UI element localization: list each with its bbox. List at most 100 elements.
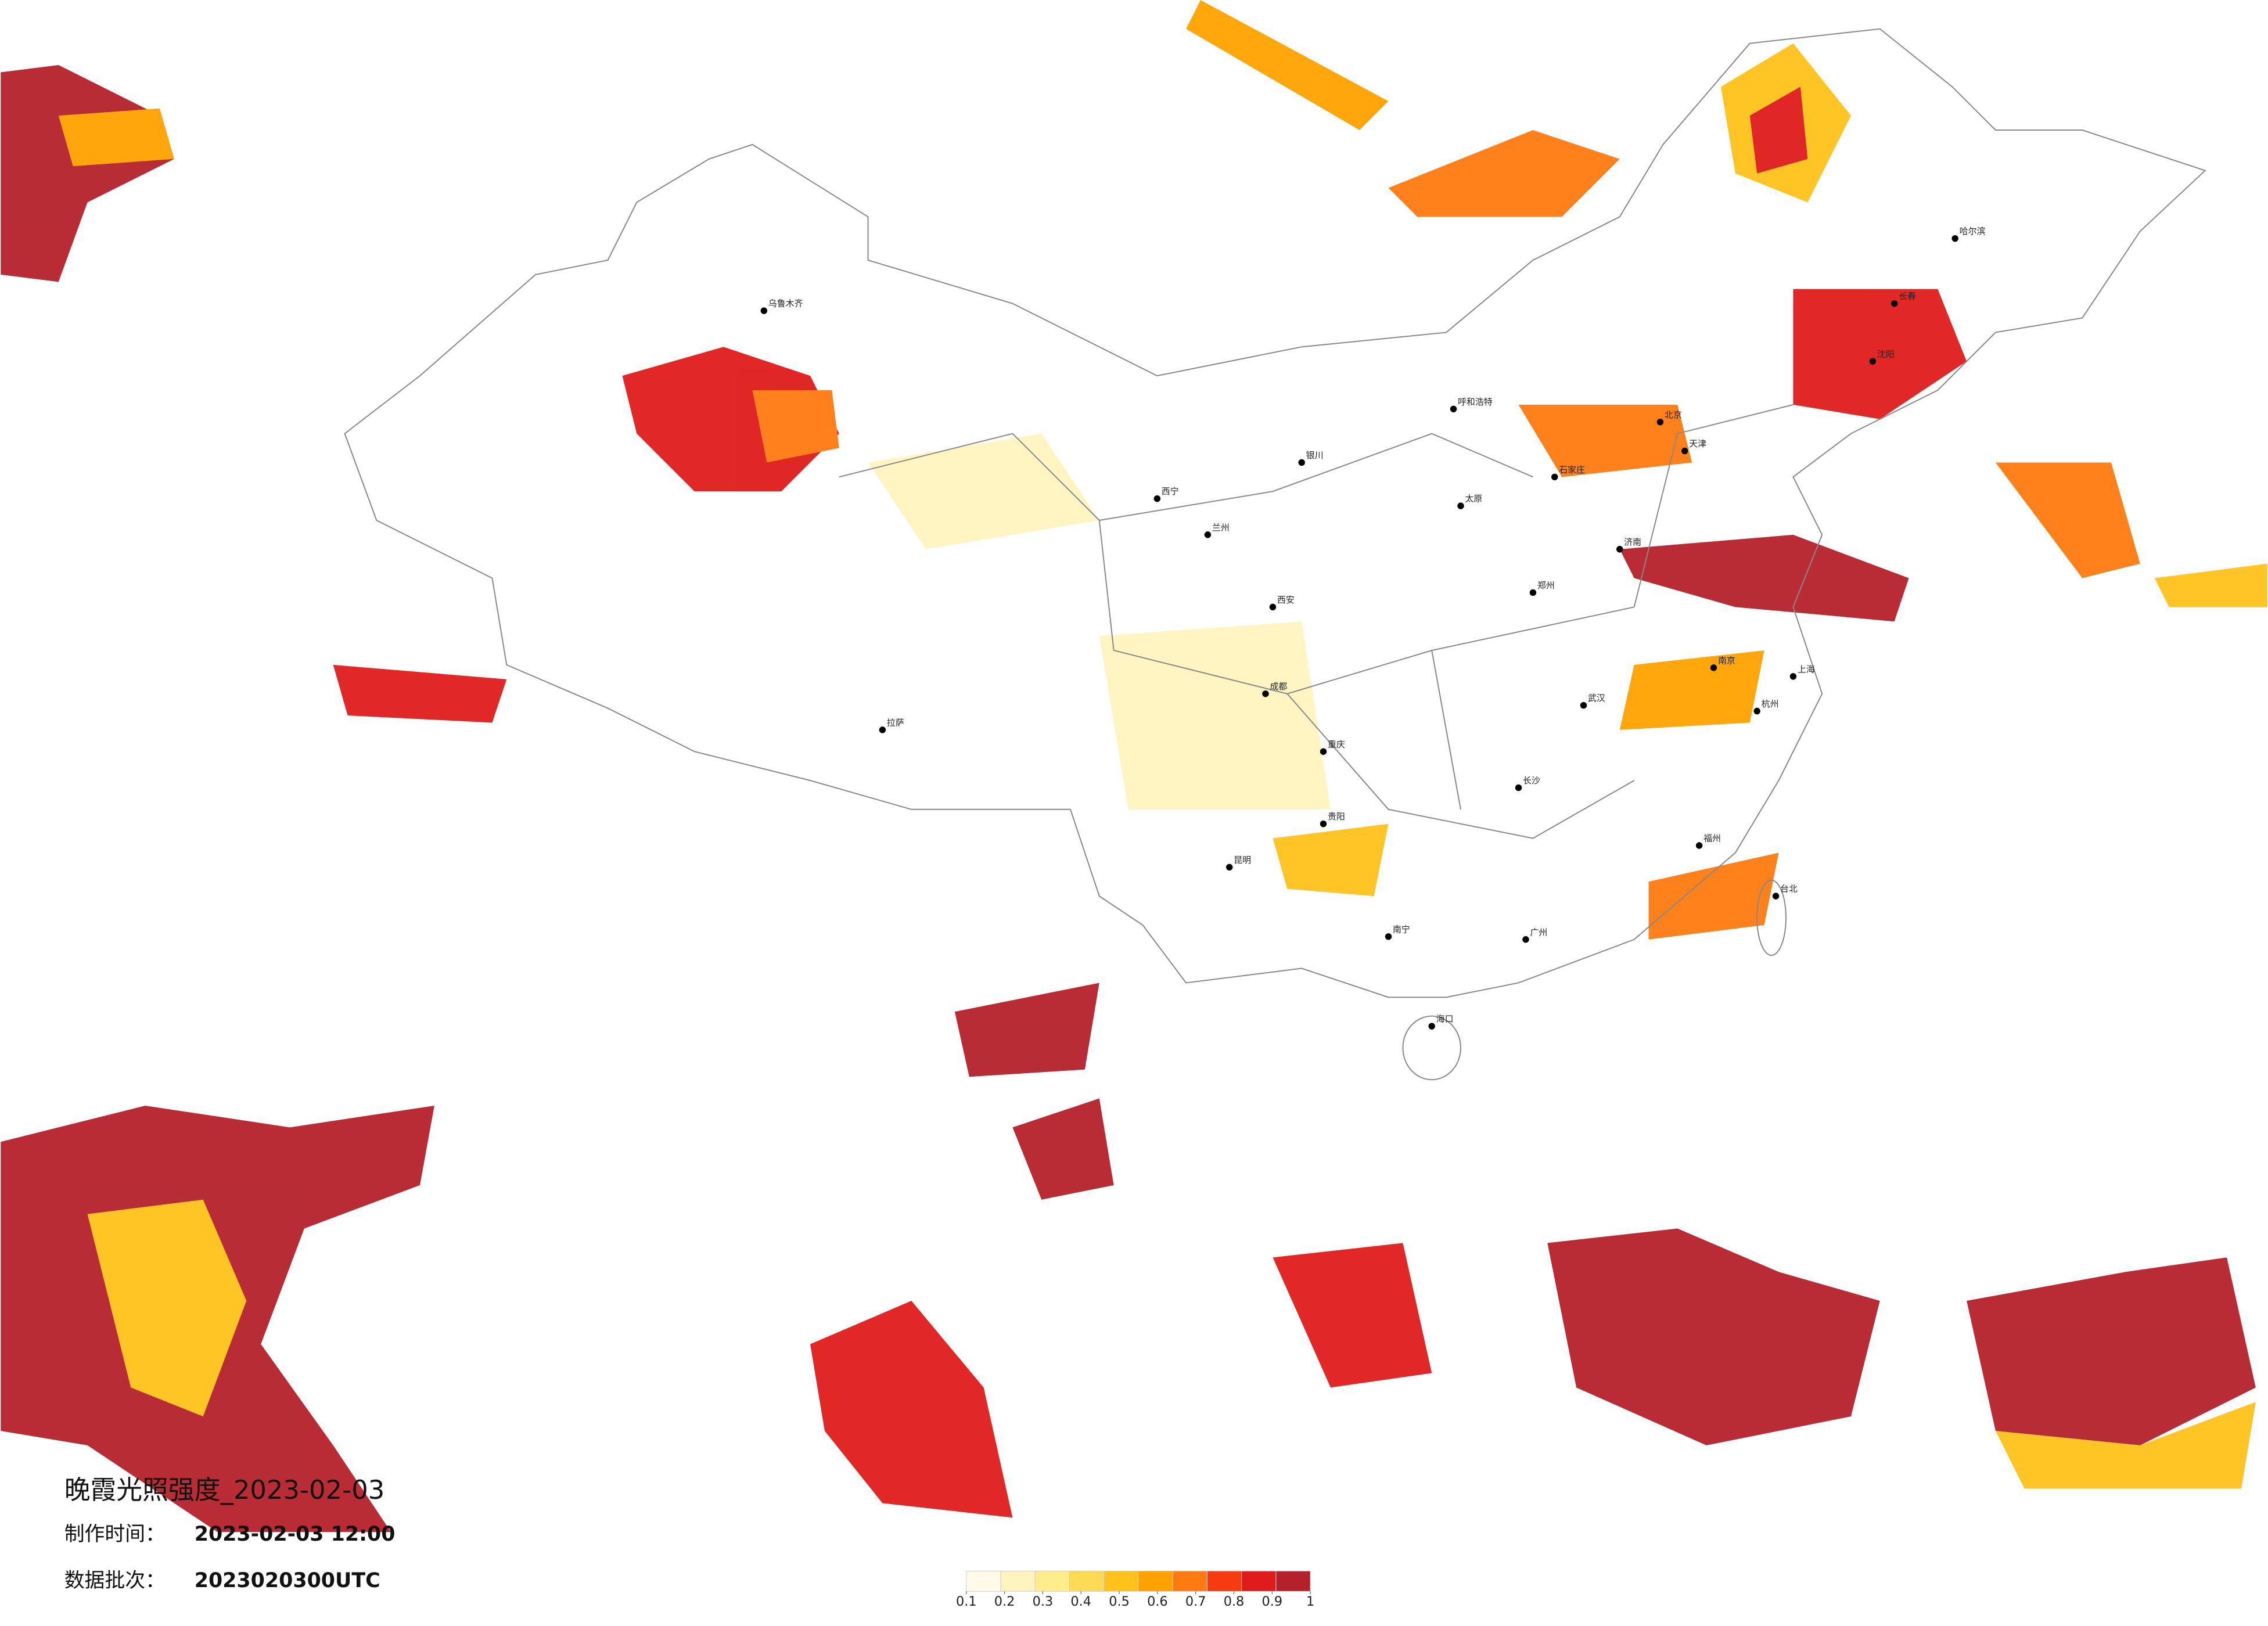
legend-tick-label: 0.9 — [1262, 1594, 1283, 1609]
city-label: 石家庄 — [1559, 465, 1585, 475]
legend-swatch — [1275, 1570, 1311, 1592]
made-label: 制作时间： — [64, 1523, 166, 1546]
city-label: 呼和浩特 — [1458, 397, 1493, 407]
city-label: 太原 — [1465, 494, 1482, 504]
batch-value: 2023020300UTC — [195, 1569, 380, 1592]
city-dot — [1515, 784, 1522, 792]
heat-blob — [1619, 534, 1909, 622]
heat-blob — [58, 108, 174, 167]
city-label: 重庆 — [1328, 739, 1345, 750]
legend-swatch — [1241, 1570, 1277, 1592]
heat-blob — [1099, 621, 1331, 810]
city-dot — [1656, 419, 1664, 426]
heat-blob — [87, 1199, 247, 1417]
borders — [344, 28, 2206, 1081]
city-label: 贵阳 — [1328, 811, 1345, 822]
heat-blob — [1388, 130, 1620, 217]
heat-blob — [1648, 852, 1779, 940]
city-label: 福州 — [1703, 833, 1721, 844]
legend-tick-label: 0.6 — [1147, 1594, 1168, 1609]
city-dot — [1681, 447, 1688, 455]
city-dot — [1153, 495, 1161, 502]
city-dot — [1457, 502, 1464, 509]
city-dot — [1428, 1023, 1435, 1030]
city-dot — [1298, 459, 1305, 466]
heat-blob — [1995, 1402, 2256, 1489]
city-dot — [1789, 673, 1797, 680]
city-dot — [1890, 300, 1898, 307]
heat-blob — [1186, 0, 1389, 130]
heat-blob — [752, 390, 839, 463]
city-label: 海口 — [1436, 1014, 1454, 1024]
legend-tick-label: 0.2 — [994, 1594, 1015, 1609]
city-dot — [1580, 702, 1587, 709]
city-dot — [1710, 664, 1717, 671]
city-label: 乌鲁木齐 — [768, 298, 803, 309]
city-label: 济南 — [1624, 537, 1641, 547]
city-label: 南京 — [1718, 655, 1735, 665]
heat-blob — [954, 983, 1099, 1077]
city-dot — [1320, 820, 1327, 828]
city-label: 台北 — [1780, 884, 1798, 894]
city-dot — [1529, 589, 1537, 596]
city-dot — [1753, 707, 1760, 715]
legend-swatch — [1138, 1570, 1173, 1592]
city-dot — [1522, 936, 1529, 943]
heat-blob — [1749, 87, 1808, 174]
map-title: 晚霞光照强度_2023-02-03 — [64, 1474, 385, 1505]
city-dot — [1269, 603, 1277, 611]
city-label: 成都 — [1270, 681, 1287, 692]
city-label: 南宁 — [1393, 924, 1410, 934]
city-dot — [1204, 531, 1212, 538]
city-label: 郑州 — [1537, 580, 1555, 591]
heat-blob — [810, 1301, 1013, 1518]
city-label: 拉萨 — [887, 717, 904, 728]
city-dot — [1450, 405, 1457, 413]
island-border — [1402, 1015, 1461, 1081]
legend-tick-label: 0.5 — [1109, 1594, 1130, 1609]
city-dot — [879, 726, 886, 733]
batch-label: 数据批次： — [64, 1569, 166, 1592]
heat-blob — [1619, 650, 1764, 730]
heat-blob — [1995, 462, 2140, 578]
made-time: 2023-02-03 12:00 — [195, 1523, 396, 1546]
country-border — [344, 28, 2206, 998]
city-dot — [1772, 893, 1780, 900]
heat-blob — [1273, 1243, 1432, 1388]
legend-swatch — [1172, 1570, 1207, 1592]
province-border — [839, 404, 1793, 839]
city-label: 天津 — [1689, 438, 1706, 449]
city-label: 长沙 — [1523, 775, 1540, 786]
city-dot — [1262, 690, 1269, 697]
city-label: 武汉 — [1588, 693, 1605, 703]
heat-blob — [1793, 289, 1967, 419]
heat-blob — [1518, 404, 1692, 477]
legend-tick-label: 0.3 — [1033, 1594, 1054, 1609]
legend-tick-label: 1 — [1306, 1594, 1314, 1609]
city-label: 杭州 — [1762, 699, 1779, 709]
legend-swatch — [966, 1570, 1001, 1592]
heat-blob — [2154, 563, 2267, 607]
legend-tick-label: 0.7 — [1185, 1594, 1206, 1609]
legend-tick-label: 0.8 — [1224, 1594, 1245, 1609]
heat-blob — [1967, 1257, 2256, 1445]
city-label: 西安 — [1277, 595, 1295, 605]
city-label: 兰州 — [1212, 522, 1230, 533]
city-dot — [1616, 546, 1623, 553]
city-label: 西宁 — [1162, 486, 1179, 497]
city-dot — [1695, 842, 1703, 849]
city-dot — [1226, 864, 1233, 871]
heat-layer — [1, 0, 2267, 1533]
city-dot — [1951, 235, 1958, 242]
legend-swatch — [1104, 1570, 1139, 1592]
heat-blob — [1547, 1228, 1880, 1445]
legend-swatch — [1000, 1570, 1036, 1592]
legend-tick-label: 0.1 — [956, 1594, 977, 1609]
heat-blob — [1273, 823, 1389, 897]
legend: 0.1 0.2 0.3 0.4 0.5 0.6 0.7 0.8 0.9 1 — [956, 1570, 1314, 1609]
city-label: 银川 — [1306, 450, 1324, 461]
city-label: 上海 — [1798, 664, 1815, 674]
